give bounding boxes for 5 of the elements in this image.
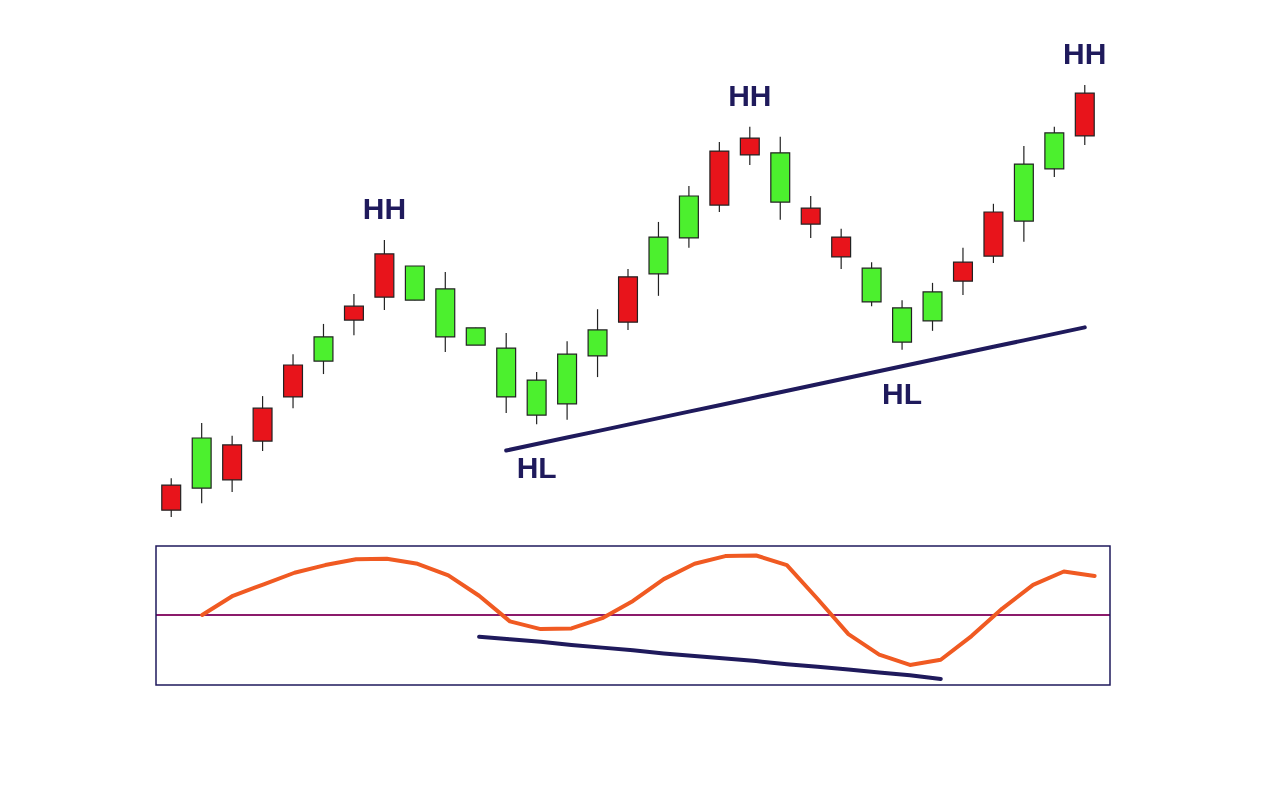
annotation: HH [1063, 37, 1107, 71]
annotation: HH [362, 192, 407, 226]
annotation: HL [516, 451, 557, 485]
annotation: HL [882, 377, 923, 411]
annotation: HH [728, 79, 772, 113]
